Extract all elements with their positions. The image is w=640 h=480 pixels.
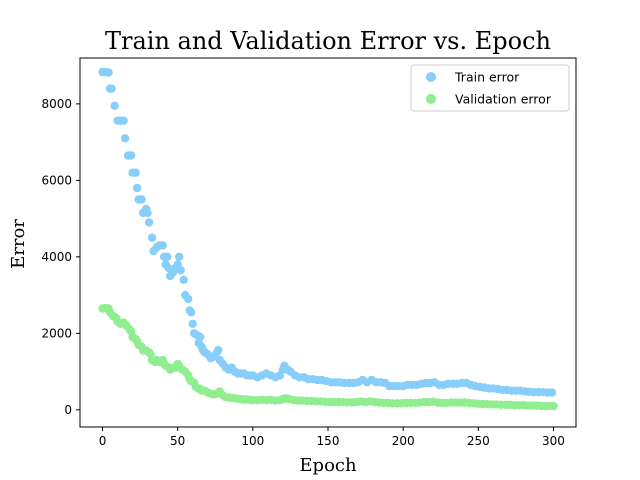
data-point — [163, 252, 172, 261]
data-point — [131, 168, 140, 177]
plot-area: 0 50 100 150 200 250 300 0 2000 4000 6000 8000 — [41, 57, 577, 448]
data-point — [175, 252, 184, 261]
data-point — [188, 319, 197, 328]
legend-label: Validation error — [455, 92, 552, 107]
x-tick-label: 200 — [392, 434, 415, 448]
data-point — [119, 116, 128, 125]
y-axis-label: Error — [8, 219, 29, 269]
x-tick-label: 100 — [241, 434, 264, 448]
data-point — [144, 218, 154, 227]
x-axis-label: Epoch — [299, 455, 357, 476]
legend: Train error Validation error — [410, 64, 570, 112]
legend-label: Train error — [454, 70, 520, 85]
data-point — [110, 101, 119, 111]
data-point — [104, 68, 113, 77]
data-point — [547, 388, 557, 397]
data-point — [187, 308, 196, 317]
x-tick-label: 300 — [542, 434, 565, 448]
y-tick-label: 0 — [64, 403, 72, 417]
data-point — [176, 266, 185, 275]
x-tick-label: 250 — [467, 434, 490, 448]
legend-marker — [426, 72, 436, 82]
data-point — [137, 195, 146, 204]
y-tick-label: 2000 — [41, 326, 72, 340]
series-validation — [98, 303, 558, 411]
data-point — [126, 151, 136, 160]
data-point — [549, 401, 558, 411]
data-point — [184, 294, 193, 304]
x-tick-label: 150 — [317, 434, 340, 448]
data-point — [120, 134, 130, 143]
data-point — [143, 208, 152, 218]
y-tick-label: 6000 — [41, 173, 72, 187]
data-point — [158, 241, 167, 250]
x-tick-label: 50 — [170, 434, 185, 448]
data-point — [107, 84, 116, 93]
axes-frame — [79, 57, 577, 428]
legend-marker — [426, 94, 436, 104]
x-tick-label: 0 — [99, 434, 107, 448]
chart-title: Train and Validation Error vs. Epoch — [105, 27, 551, 55]
series-train — [98, 67, 557, 397]
data-point — [196, 332, 205, 342]
data-point — [179, 275, 188, 284]
y-tick-label: 8000 — [41, 97, 72, 111]
data-point — [147, 233, 157, 242]
data-point — [132, 183, 142, 193]
legend-box — [410, 64, 570, 112]
y-tick-label: 4000 — [41, 250, 72, 264]
data-point — [214, 345, 223, 355]
